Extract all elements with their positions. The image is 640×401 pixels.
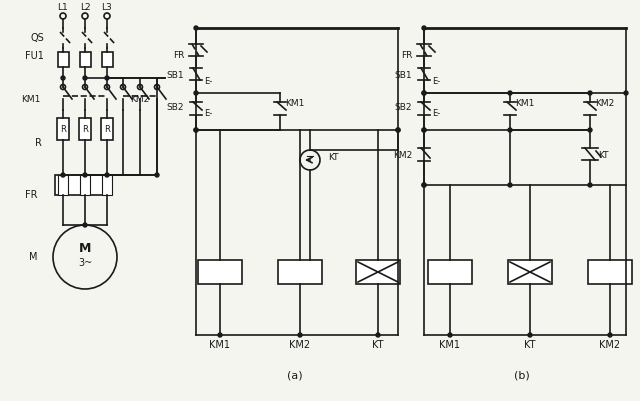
Text: E-: E-	[204, 77, 212, 87]
Circle shape	[422, 183, 426, 187]
Text: SB2: SB2	[166, 103, 184, 113]
Text: E-: E-	[432, 109, 440, 119]
Bar	[80, 175, 90, 195]
Circle shape	[155, 173, 159, 177]
Bar	[55, 175, 110, 195]
Circle shape	[588, 183, 592, 187]
Circle shape	[624, 91, 628, 95]
Circle shape	[376, 333, 380, 337]
Circle shape	[194, 26, 198, 30]
Bar	[198, 260, 242, 284]
Circle shape	[422, 128, 426, 132]
Text: R: R	[82, 124, 88, 134]
Circle shape	[422, 183, 426, 187]
Circle shape	[396, 128, 400, 132]
Text: KM1: KM1	[20, 95, 40, 105]
Circle shape	[218, 333, 222, 337]
Text: KM1: KM1	[515, 99, 534, 109]
Circle shape	[422, 128, 426, 132]
Text: 3~: 3~	[78, 258, 92, 268]
Text: KM1: KM1	[209, 340, 230, 350]
Bar	[57, 118, 69, 140]
Circle shape	[83, 223, 87, 227]
Text: FR: FR	[401, 51, 412, 61]
Bar	[278, 260, 322, 284]
Text: FU1: FU1	[25, 51, 44, 61]
Circle shape	[396, 128, 400, 132]
Circle shape	[61, 76, 65, 80]
Circle shape	[422, 91, 426, 95]
Text: KM1: KM1	[285, 99, 305, 109]
Circle shape	[608, 333, 612, 337]
Circle shape	[508, 183, 512, 187]
Text: QS: QS	[30, 33, 44, 43]
Text: FR: FR	[173, 51, 184, 61]
Bar	[79, 52, 90, 67]
Circle shape	[528, 333, 532, 337]
Bar	[356, 260, 400, 284]
Text: KM2: KM2	[393, 152, 412, 160]
Text: FR: FR	[26, 190, 38, 200]
Circle shape	[298, 333, 302, 337]
Text: KT: KT	[328, 154, 339, 162]
Circle shape	[105, 76, 109, 80]
Bar	[101, 118, 113, 140]
Text: KM1: KM1	[440, 340, 461, 350]
Circle shape	[588, 128, 592, 132]
Text: KT: KT	[372, 340, 384, 350]
Circle shape	[508, 128, 512, 132]
Bar	[508, 260, 552, 284]
Bar	[58, 52, 68, 67]
Bar	[102, 175, 112, 195]
Circle shape	[83, 76, 87, 80]
Text: KM2: KM2	[600, 340, 621, 350]
Text: SB2: SB2	[394, 103, 412, 113]
Circle shape	[105, 173, 109, 177]
Circle shape	[83, 173, 87, 177]
Bar	[428, 260, 472, 284]
Bar	[58, 175, 68, 195]
Circle shape	[508, 91, 512, 95]
Bar	[588, 260, 632, 284]
Text: KT: KT	[524, 340, 536, 350]
Text: KM2: KM2	[289, 340, 310, 350]
Text: SB1: SB1	[394, 71, 412, 79]
Text: L3: L3	[102, 4, 113, 12]
Text: KM2: KM2	[595, 99, 614, 109]
Text: (b): (b)	[514, 370, 530, 380]
Text: E-: E-	[204, 109, 212, 119]
Text: L2: L2	[80, 4, 90, 12]
Circle shape	[194, 128, 198, 132]
Circle shape	[448, 333, 452, 337]
Bar	[79, 118, 91, 140]
Text: R: R	[60, 124, 66, 134]
Circle shape	[194, 128, 198, 132]
Text: M: M	[79, 243, 91, 255]
Text: R: R	[104, 124, 110, 134]
Text: KM2: KM2	[130, 95, 149, 105]
Circle shape	[422, 26, 426, 30]
Circle shape	[61, 173, 65, 177]
Text: (a): (a)	[287, 370, 303, 380]
Text: E-: E-	[432, 77, 440, 87]
Bar	[102, 52, 113, 67]
Text: M: M	[29, 252, 38, 262]
Text: R: R	[35, 138, 42, 148]
Text: SB1: SB1	[166, 71, 184, 79]
Circle shape	[588, 91, 592, 95]
Text: KT: KT	[598, 152, 609, 160]
Text: L1: L1	[58, 4, 68, 12]
Circle shape	[194, 91, 198, 95]
Circle shape	[422, 91, 426, 95]
